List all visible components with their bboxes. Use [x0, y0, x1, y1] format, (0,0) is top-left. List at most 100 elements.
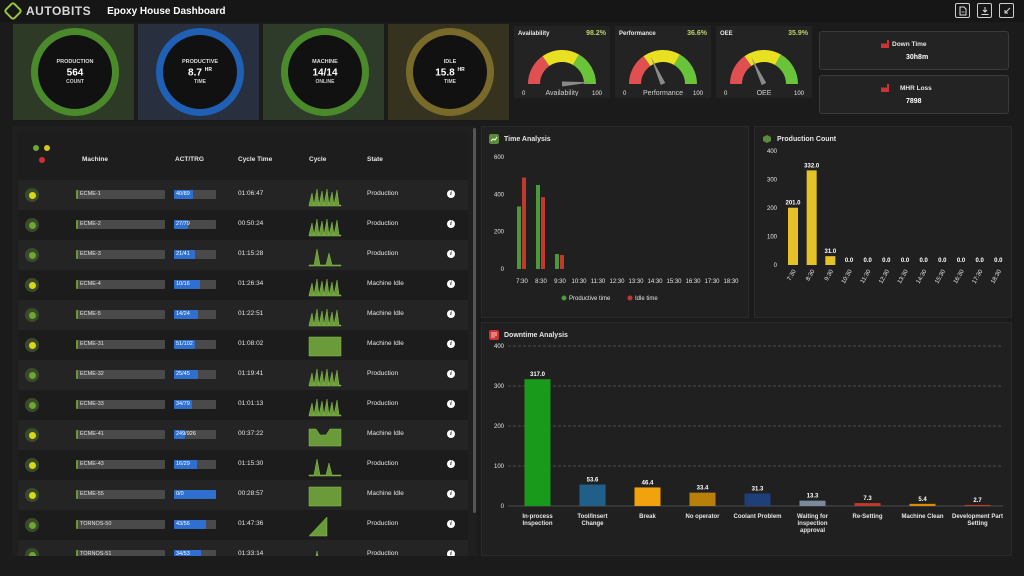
machine-state: Production	[367, 400, 399, 407]
machine-name: ECME-31	[76, 340, 165, 349]
col-machine[interactable]: Machine	[82, 156, 109, 163]
kpi-card-productive: PRODUCTIVE 8.7 HR TIME	[138, 24, 259, 120]
info-icon[interactable]: i	[447, 310, 455, 318]
status-indicator	[25, 548, 39, 556]
info-icon[interactable]: i	[447, 430, 455, 438]
table-row[interactable]: ECME-32 25/45 01:19:41 Production i	[18, 360, 468, 390]
table-row[interactable]: ECME-4 10/16 01:26:34 Machine Idle i	[18, 270, 468, 300]
gauge-segment	[730, 56, 752, 84]
cycle-sparkline	[308, 248, 342, 267]
info-icon[interactable]: i	[447, 190, 455, 198]
x-tick-label: 8:30	[535, 279, 547, 285]
table-row[interactable]: ECME-33 34/79 01:01:13 Production i	[18, 390, 468, 420]
y-tick-label: 400	[494, 344, 505, 350]
cycle-sparkline	[308, 218, 342, 237]
gauge-min: 0	[724, 91, 728, 96]
table-row[interactable]: ECME-31 51/102 01:08:02 Machine Idle i	[18, 330, 468, 360]
cycle-time: 01:26:34	[238, 280, 264, 287]
table-row[interactable]: ECME-2 27/79 00:50:24 Production i	[18, 210, 468, 240]
machine-name: ECME-5	[76, 310, 165, 319]
cycle-time: 00:37:22	[238, 430, 264, 437]
machine-state: Production	[367, 550, 399, 556]
kpi-value: 564	[66, 67, 84, 79]
bar-idle-time	[541, 197, 545, 269]
act-trg-bar: 34/79	[174, 400, 216, 409]
x-tick-label: 15:30	[666, 279, 682, 285]
brand-name: AUTOBITS	[26, 4, 92, 18]
table-row[interactable]: ECME-41 249/926 00:37:22 Machine Idle i	[18, 420, 468, 450]
legend-label: Productive time	[569, 296, 611, 302]
bar-data-label: 332.0	[804, 163, 820, 169]
table-row[interactable]: ECME-55 0/0 00:28:57 Machine Idle i	[18, 480, 468, 510]
machine-state: Machine Idle	[367, 490, 404, 497]
gauge-name: Availability	[546, 90, 579, 96]
x-tick-label: approval	[800, 528, 825, 534]
bar-data-label: 33.4	[697, 486, 709, 492]
info-icon[interactable]: i	[447, 370, 455, 378]
x-tick-label: 10:30	[841, 268, 854, 285]
gauge-percent: 98.2%	[586, 30, 606, 37]
gauge-oee: OEE 35.9% 0 100 OEE	[716, 26, 812, 98]
x-tick-label: 16:30	[953, 268, 966, 285]
kpi-ring: IDLE 15.8 HR TIME	[406, 28, 494, 116]
table-row[interactable]: ECME-1 40/89 01:06:47 Production i	[18, 180, 468, 210]
kpi-sublabel: TIME	[194, 79, 206, 86]
gauge-dial: 0 100 Availability	[522, 50, 603, 96]
table-row[interactable]: ECME-43 16/29 01:15:30 Production i	[18, 450, 468, 480]
x-tick-label: 11:30	[591, 279, 606, 285]
info-icon[interactable]: i	[447, 490, 455, 498]
machine-state: Production	[367, 520, 399, 527]
info-icon[interactable]: i	[447, 250, 455, 258]
y-tick-label: 0	[774, 263, 778, 269]
download-icon[interactable]	[977, 3, 992, 18]
bar-data-label: 0.0	[938, 258, 947, 264]
machine-state: Production	[367, 250, 399, 257]
x-tick-label: 7:30	[516, 279, 528, 285]
gauge-percent: 35.9%	[788, 30, 808, 37]
pdf-export-icon[interactable]	[955, 3, 970, 18]
bar-data-label: 31.3	[752, 486, 764, 492]
status-indicator	[25, 488, 39, 502]
x-tick-label: 8:30	[805, 268, 816, 282]
info-icon[interactable]: i	[447, 220, 455, 228]
gauge-segment	[744, 50, 781, 66]
bar-data-label: 0.0	[863, 258, 872, 264]
gauge-availability: Availability 98.2% 0 100 Availability	[514, 26, 610, 98]
act-trg-bar: 27/79	[174, 220, 216, 229]
cube-icon	[763, 135, 771, 143]
info-icon[interactable]: i	[447, 400, 455, 408]
machine-name: ECME-55	[76, 490, 165, 499]
kpi-label: PRODUCTIVE	[181, 58, 219, 65]
kpi-label: MACHINE	[312, 58, 338, 65]
col-cycle-time[interactable]: Cycle Time	[238, 156, 273, 163]
col-act-trg[interactable]: ACT/TRG	[175, 156, 204, 163]
info-icon[interactable]: i	[447, 520, 455, 528]
table-row[interactable]: ECME-5 14/24 01:22:51 Machine Idle i	[18, 300, 468, 330]
table-row[interactable]: TORNOS-51 34/53 01:33:14 Production i	[18, 540, 468, 556]
gauge-max: 100	[592, 91, 603, 96]
info-icon[interactable]: i	[447, 340, 455, 348]
table-row[interactable]: ECME-3 21/41 01:15:28 Production i	[18, 240, 468, 270]
col-state[interactable]: State	[367, 156, 383, 163]
gauge-name: Performance	[643, 90, 683, 96]
table-scrollbar[interactable]	[473, 128, 476, 513]
y-tick-label: 200	[767, 206, 778, 212]
info-icon[interactable]: i	[447, 280, 455, 288]
downtime-analysis-card: Downtime Analysis 0 100 200 300 400 317.0 In-p…	[481, 322, 1012, 556]
x-tick-label: 14:30	[647, 279, 663, 285]
cycle-sparkline	[308, 188, 342, 207]
table-header: Machine ACT/TRG Cycle Time Cycle State	[18, 132, 468, 180]
kpi-dial: PRODUCTIVE 8.7 HR TIME	[163, 35, 237, 109]
x-tick-label: 13:30	[628, 279, 644, 285]
gauge-name: OEE	[757, 90, 772, 96]
downtime-bar	[909, 503, 936, 506]
production-bar	[806, 170, 817, 265]
col-cycle[interactable]: Cycle	[309, 156, 327, 163]
y-tick-label: 0	[501, 504, 505, 510]
exit-icon[interactable]	[999, 3, 1014, 18]
info-icon[interactable]: i	[447, 460, 455, 468]
cycle-time: 01:06:47	[238, 190, 264, 197]
info-icon[interactable]: i	[447, 550, 455, 556]
table-row[interactable]: TORNOS-50 43/56 01:47:36 Production i	[18, 510, 468, 540]
cycle-time: 01:15:28	[238, 250, 264, 257]
